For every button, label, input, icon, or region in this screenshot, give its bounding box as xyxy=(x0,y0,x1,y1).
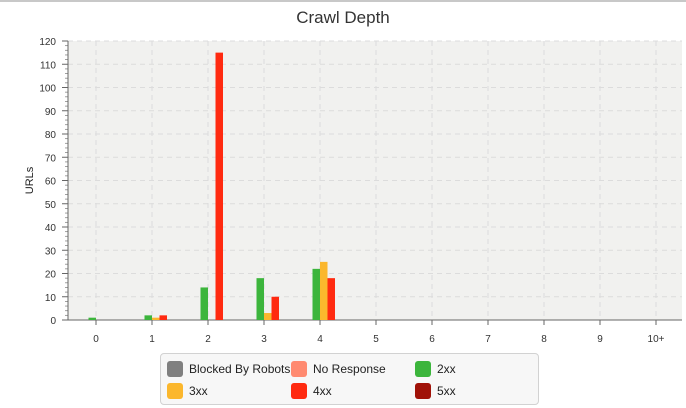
y-axis-label: URLs xyxy=(24,166,36,194)
y-tick-label: 80 xyxy=(45,130,57,141)
bar-2xx xyxy=(88,317,96,320)
window-top-border xyxy=(0,0,686,2)
x-tick-label: 5 xyxy=(373,334,379,345)
y-tick-label: 90 xyxy=(45,107,57,118)
x-tick-label: 10+ xyxy=(648,334,665,345)
legend-swatch xyxy=(291,361,307,377)
y-tick-label: 120 xyxy=(39,37,56,48)
y-tick-label: 110 xyxy=(40,60,56,71)
chart-title: Crawl Depth xyxy=(296,8,390,27)
bar-3xx xyxy=(264,313,272,320)
y-tick-label: 30 xyxy=(45,246,57,257)
y-tick-label: 0 xyxy=(50,316,56,327)
legend-swatch xyxy=(167,383,183,399)
y-tick-label: 70 xyxy=(45,153,57,164)
x-tick-label: 0 xyxy=(93,334,99,345)
x-tick-label: 4 xyxy=(317,334,323,345)
y-tick-label: 50 xyxy=(45,200,57,211)
legend-label: No Response xyxy=(313,362,386,376)
bar-4xx xyxy=(159,315,167,320)
legend-label: 3xx xyxy=(189,384,208,398)
legend-item: 2xx xyxy=(415,361,456,377)
bar-2xx xyxy=(144,315,152,320)
bar-2xx xyxy=(256,278,264,320)
x-tick-label: 8 xyxy=(541,334,547,345)
legend-swatch xyxy=(167,361,183,377)
legend-swatch xyxy=(291,383,307,399)
legend-swatch xyxy=(415,361,431,377)
x-tick-label: 3 xyxy=(261,334,267,345)
legend-item: Blocked By Robots xyxy=(167,361,290,377)
legend-label: Blocked By Robots xyxy=(189,362,291,376)
chart-legend: Blocked By Robots No Response 2xx 3xx 4xx 5xx xyxy=(160,353,539,405)
legend-label: 5xx xyxy=(437,384,456,398)
legend-item: 3xx xyxy=(167,383,208,399)
bar-4xx xyxy=(271,296,279,320)
y-tick-label: 40 xyxy=(45,223,57,234)
legend-label: 4xx xyxy=(313,384,332,398)
y-tick-label: 60 xyxy=(45,177,57,188)
legend-label: 2xx xyxy=(437,362,456,376)
x-tick-label: 7 xyxy=(485,334,491,345)
bar-4xx xyxy=(327,278,335,320)
x-tick-label: 6 xyxy=(429,334,435,345)
x-tick-label: 2 xyxy=(205,334,211,345)
x-tick-label: 1 xyxy=(149,334,155,345)
x-tick-label: 9 xyxy=(597,334,603,345)
bar-2xx xyxy=(312,268,320,320)
bar-3xx xyxy=(152,317,160,320)
y-tick-label: 10 xyxy=(45,293,57,304)
legend-item: 4xx xyxy=(291,383,332,399)
legend-item: No Response xyxy=(291,361,386,377)
bar-2xx xyxy=(200,287,208,320)
bar-3xx xyxy=(320,261,328,320)
y-tick-label: 100 xyxy=(39,84,56,95)
bar-4xx xyxy=(215,52,223,320)
legend-item: 5xx xyxy=(415,383,456,399)
y-tick-label: 20 xyxy=(45,270,57,281)
legend-swatch xyxy=(415,383,431,399)
